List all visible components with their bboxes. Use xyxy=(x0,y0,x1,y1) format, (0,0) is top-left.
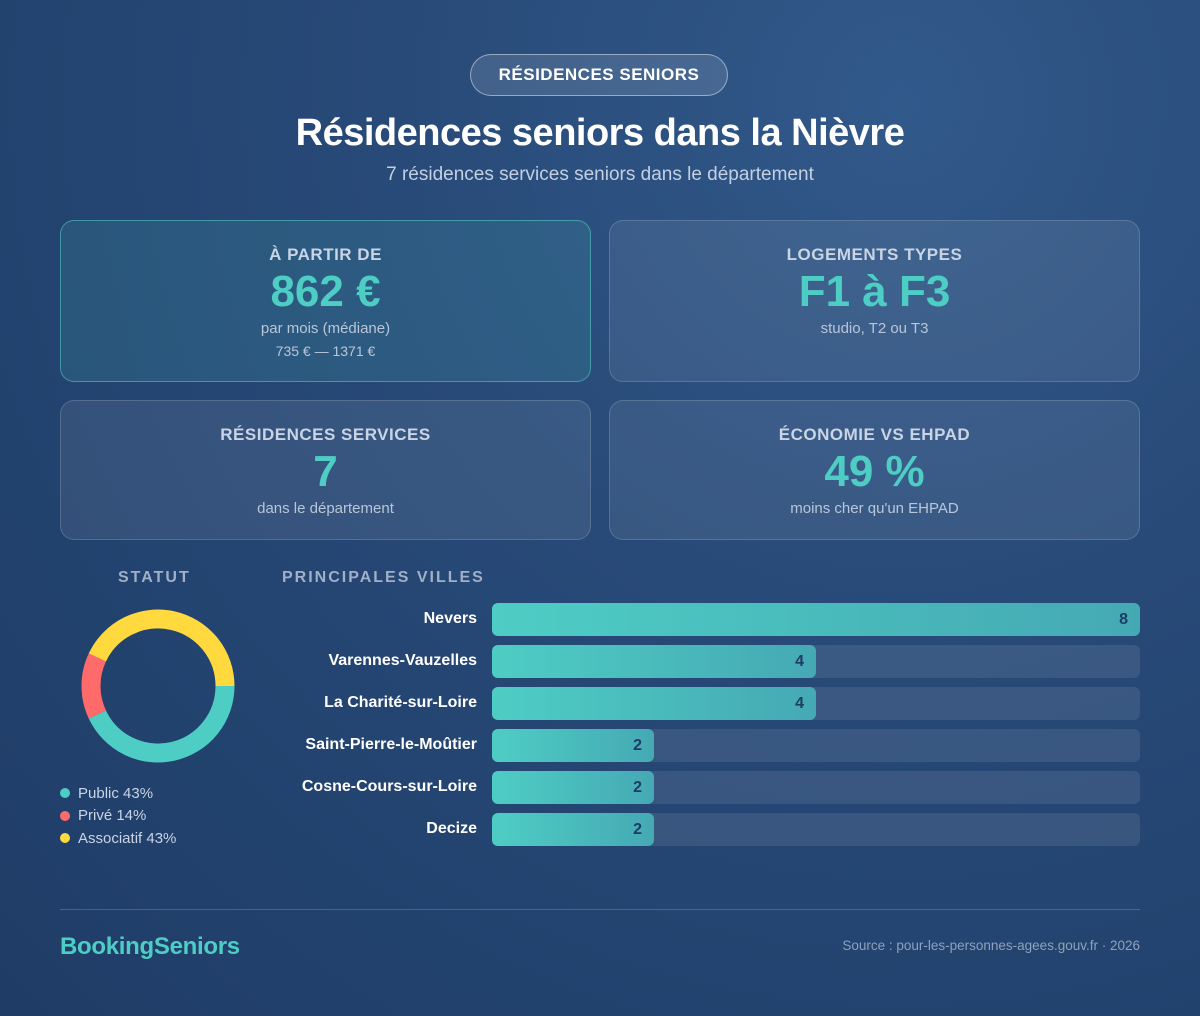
housing-card-value: F1 à F3 xyxy=(798,267,951,316)
savings-card-value: 49 % xyxy=(824,447,925,496)
savings-card-label: ÉCONOMIE VS EHPAD xyxy=(778,425,971,444)
legend-item-prive: Privé 14% xyxy=(60,805,176,828)
housing-card-note: studio, T2 ou T3 xyxy=(820,320,929,337)
bar-decize xyxy=(492,813,654,846)
category-badge: RÉSIDENCES SENIORS xyxy=(470,54,728,96)
residences-card-note: dans le département xyxy=(257,500,394,517)
bar-value-cosne-cours-sur-loire: 2 xyxy=(633,779,642,796)
price-card-label: À PARTIR DE xyxy=(269,245,382,264)
housing-card: LOGEMENTS TYPES F1 à F3 studio, T2 ou T3 xyxy=(609,220,1140,382)
source-note: Source : pour-les-personnes-agees.gouv.f… xyxy=(842,938,1140,953)
city-label-cosne-cours-sur-loire: Cosne-Cours-sur-Loire xyxy=(301,778,477,795)
price-card: À PARTIR DE 862 € par mois (médiane) 735… xyxy=(60,220,591,382)
donut-slice-prive xyxy=(81,653,107,719)
legend-label-public: Public 43% xyxy=(78,784,154,802)
bar-value-varennes-vauzelles: 4 xyxy=(795,653,804,670)
legend-dot-prive xyxy=(60,810,70,821)
city-label-la-charite-sur-loire: La Charité-sur-Loire xyxy=(324,694,477,711)
villes-section-label: PRINCIPALES VILLES xyxy=(282,569,485,586)
bar-cosne-cours-sur-loire xyxy=(492,771,654,804)
legend-label-prive: Privé 14% xyxy=(78,807,147,825)
page-subtitle: 7 résidences services seniors dans le dé… xyxy=(386,164,814,185)
savings-card-note: moins cher qu'un EHPAD xyxy=(790,500,959,517)
city-label-saint-pierre-le-moutier: Saint-Pierre-le-Moûtier xyxy=(305,736,477,753)
statut-section-label: STATUT xyxy=(118,569,191,586)
legend-item-public: Public 43% xyxy=(60,782,176,805)
city-label-nevers: Nevers xyxy=(423,610,477,627)
footer-divider xyxy=(60,909,1140,910)
legend-dot-associatif xyxy=(60,833,70,844)
savings-card: ÉCONOMIE VS EHPAD 49 % moins cher qu'un … xyxy=(609,400,1140,540)
donut-legend: Public 43% Privé 14% Associatif 43% xyxy=(60,782,176,850)
price-card-range: 735 € — 1371 € xyxy=(275,343,376,359)
legend-label-associatif: Associatif 43% xyxy=(78,829,177,847)
price-card-value: 862 € xyxy=(270,267,381,316)
city-label-varennes-vauzelles: Varennes-Vauzelles xyxy=(328,652,477,669)
bar-value-saint-pierre-le-moutier: 2 xyxy=(633,737,642,754)
city-label-decize: Decize xyxy=(426,820,477,837)
brand-logo: BookingSeniors xyxy=(60,933,240,960)
bar-nevers xyxy=(492,603,1140,636)
donut-slice-public xyxy=(88,685,235,763)
legend-dot-public xyxy=(60,788,70,799)
bar-value-decize: 2 xyxy=(633,821,642,838)
housing-card-label: LOGEMENTS TYPES xyxy=(786,245,963,264)
residences-card-value: 7 xyxy=(313,447,338,496)
bar-saint-pierre-le-moutier xyxy=(492,729,654,762)
statut-donut-chart xyxy=(81,609,235,763)
residences-card-label: RÉSIDENCES SERVICES xyxy=(220,425,431,444)
donut-slice-associatif xyxy=(88,609,235,687)
page-title: Résidences seniors dans la Nièvre xyxy=(295,112,905,154)
bar-value-la-charite-sur-loire: 4 xyxy=(795,695,804,712)
residences-card: RÉSIDENCES SERVICES 7 dans le départemen… xyxy=(60,400,591,540)
bar-la-charite-sur-loire xyxy=(492,687,816,720)
price-card-note: par mois (médiane) xyxy=(260,320,391,337)
legend-item-associatif: Associatif 43% xyxy=(60,827,176,850)
bar-varennes-vauzelles xyxy=(492,645,816,678)
bar-value-nevers: 8 xyxy=(1119,611,1128,628)
